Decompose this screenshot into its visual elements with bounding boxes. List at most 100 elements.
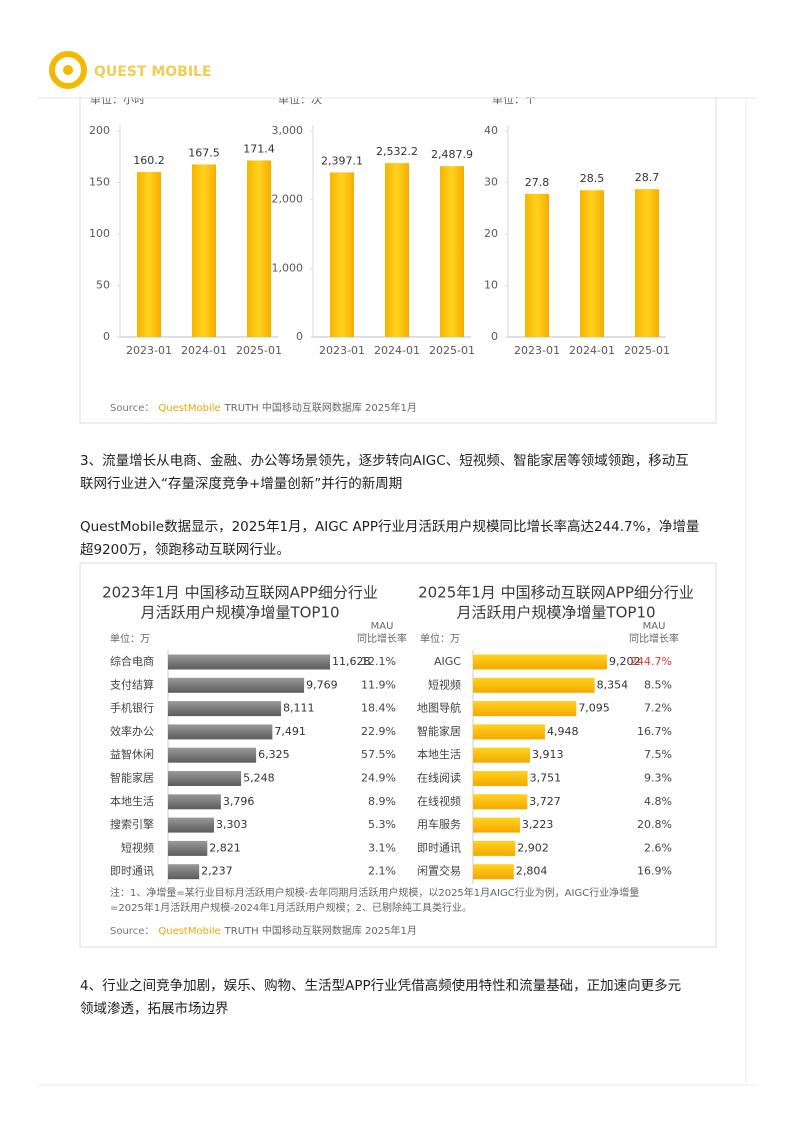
- growth-header: 同比增长率: [357, 632, 407, 645]
- growth-label: 4.8%: [644, 795, 672, 808]
- paragraph-line: 联网行业进入“存量深度竞争+增量创新”并行的新周期: [80, 475, 402, 492]
- bar: [168, 747, 257, 763]
- value-label: 9,769: [306, 678, 338, 691]
- header: QUEST MOBILE: [0, 0, 794, 99]
- source: Source： QuestMobile TRUTH 中国移动互联网数据库 2025年…: [110, 924, 417, 937]
- y-tick-label: 0: [491, 330, 498, 343]
- bar: [473, 771, 528, 786]
- value-label: 3,751: [530, 772, 562, 785]
- chart-title: 月活跃用户规模净增量TOP10: [456, 604, 655, 622]
- growth-label: 22.9%: [361, 725, 396, 738]
- growth-header: 同比增长率: [629, 632, 679, 645]
- paragraph-line: 3、流量增长从电商、金融、办公等场景领先，逐步转向AIGC、短视频、智能家居等领…: [80, 452, 689, 469]
- y-tick-label: 10: [484, 279, 498, 292]
- bar: [168, 654, 330, 670]
- bar: [473, 840, 516, 856]
- bar: [168, 794, 221, 810]
- y-tick-label: 20: [484, 227, 498, 240]
- growth-label: 2.1%: [368, 865, 396, 878]
- source-source-label: Source：: [110, 403, 154, 414]
- value-label: 27.8: [525, 176, 550, 189]
- y-tick-label: 1,000: [272, 261, 304, 274]
- category-label: 综合电商: [110, 654, 154, 668]
- category-label: 搜索引擎: [110, 817, 154, 831]
- bar: [168, 817, 215, 833]
- value-label: 2,237: [201, 865, 233, 878]
- source-source-label: Source：: [110, 926, 154, 937]
- value-label: 4,948: [547, 725, 579, 738]
- category-label: 闲置交易: [417, 864, 461, 878]
- source-source-text: TRUTH 中国移动互联网数据库 2025年1月: [224, 924, 417, 937]
- category-label: 智能家居: [110, 771, 154, 785]
- value-label: 7,491: [274, 725, 306, 738]
- y-tick-label: 100: [89, 227, 110, 240]
- value-label: 2,821: [209, 841, 241, 854]
- bar: [473, 654, 607, 670]
- category-label: AIGC: [434, 655, 461, 668]
- bar: [385, 163, 409, 337]
- bar: [168, 701, 282, 717]
- bar: [473, 724, 546, 740]
- growth-label: 5.3%: [368, 818, 396, 831]
- x-tick-label: 2023-01: [126, 344, 172, 357]
- paragraph-line: 超9200万，领跑移动互联网行业。: [80, 542, 290, 558]
- growth-label: 7.2%: [644, 702, 672, 715]
- bar: [168, 677, 305, 693]
- bar: [473, 864, 514, 880]
- bar: [580, 190, 604, 337]
- category-label: 支付结算: [110, 677, 154, 691]
- y-tick-label: 50: [96, 279, 110, 292]
- logo-text: QUEST MOBILE: [94, 64, 212, 80]
- y-tick-label: 3,000: [272, 124, 304, 137]
- value-label: 167.5: [188, 146, 220, 159]
- value-label: 28.7: [635, 171, 660, 184]
- source-source-text: TRUTH 中国移动互联网数据库 2025年1月: [224, 401, 417, 414]
- category-label: 智能家居: [417, 724, 461, 738]
- logo-icon: [49, 51, 87, 89]
- bar: [525, 193, 549, 337]
- y-tick-label: 0: [296, 330, 303, 343]
- value-label: 8,354: [597, 678, 629, 691]
- paragraph-line: 4、行业之间竞争加剧，娱乐、购物、生活型APP行业凭借高频使用特性和流量基础，正…: [80, 977, 681, 994]
- bar: [137, 171, 161, 337]
- bar: [473, 794, 528, 810]
- growth-label: 7.5%: [644, 748, 672, 761]
- category-label: 短视频: [121, 840, 154, 854]
- value-label: 8,111: [283, 702, 315, 715]
- x-tick-label: 2024-01: [374, 344, 420, 357]
- category-label: 本地生活: [417, 747, 461, 761]
- value-label: 3,303: [216, 818, 248, 831]
- bar: [192, 164, 216, 337]
- y-tick-label: 30: [484, 176, 498, 189]
- x-tick-label: 2025-01: [236, 344, 282, 357]
- bar: [168, 724, 273, 740]
- category-label: 在线阅读: [417, 771, 461, 785]
- value-label: 28.5: [580, 172, 605, 185]
- bar: [473, 701, 577, 717]
- unit-label: 单位：万: [110, 632, 150, 645]
- value-label: 2,487.9: [431, 148, 473, 161]
- growth-label: 244.7%: [630, 655, 672, 668]
- note: 注：1、净增量=某行业目标月活跃用户规模-去年同期月活跃用户规模，以2025年1…: [110, 886, 639, 899]
- category-label: 本地生活: [110, 794, 154, 808]
- value-label: 3,796: [223, 795, 255, 808]
- category-label: 在线视频: [417, 794, 461, 808]
- note: =2025年1月活跃用户规模-2024年1月活跃用户规模；2、已剔除纯工具类行业…: [110, 901, 472, 914]
- growth-label: 16.9%: [637, 865, 672, 878]
- y-tick-label: 150: [89, 176, 110, 189]
- value-label: 7,095: [578, 702, 610, 715]
- y-tick-label: 0: [103, 330, 110, 343]
- x-tick-label: 2023-01: [319, 344, 365, 357]
- paragraph-line: QuestMobile数据显示，2025年1月，AIGC APP行业月活跃用户规…: [80, 518, 699, 535]
- growth-label: 3.1%: [368, 841, 396, 854]
- value-label: 2,397.1: [321, 154, 363, 167]
- x-tick-label: 2025-01: [429, 344, 475, 357]
- y-tick-label: 2,000: [272, 193, 304, 206]
- category-label: 地图导航: [417, 701, 461, 715]
- source-source-brand: QuestMobile: [158, 403, 220, 414]
- bar: [168, 840, 208, 856]
- bar: [330, 172, 354, 337]
- value-label: 3,913: [532, 748, 564, 761]
- growth-header: MAU: [643, 621, 666, 632]
